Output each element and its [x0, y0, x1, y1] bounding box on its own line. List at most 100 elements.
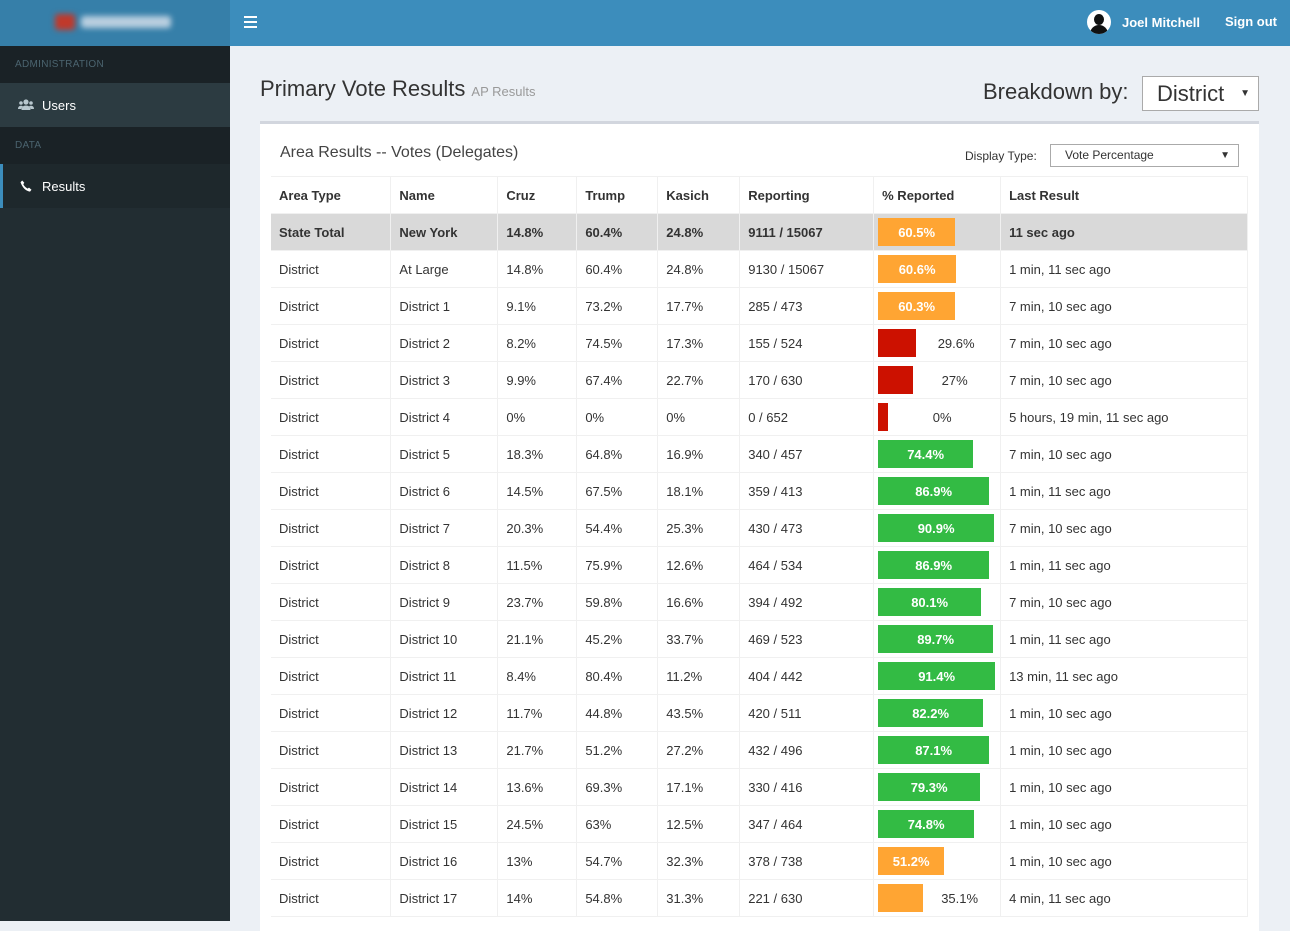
percent-bar [878, 403, 889, 431]
cell-name: District 6 [390, 472, 499, 510]
page-title-text: Primary Vote Results [260, 76, 466, 101]
table-row[interactable]: District District 5 18.3% 64.8% 16.9% 340 / 4… [271, 435, 1248, 473]
sidebar-item-results[interactable]: Results [0, 164, 230, 208]
cell-area: District [271, 287, 392, 325]
cell-name: District 16 [390, 842, 499, 880]
table-row[interactable]: District District 7 20.3% 54.4% 25.3% 430 / 4… [271, 509, 1248, 547]
cell-trump: 75.9% [576, 546, 659, 584]
percent-bar [878, 366, 914, 394]
box-title: Area Results -- Votes (Delegates) [280, 144, 519, 161]
table-row[interactable]: District District 15 24.5% 63% 12.5% 347 / 46… [271, 805, 1248, 843]
cell-percent-reported: 87.1% [873, 731, 1002, 769]
percent-label: 27% [941, 373, 968, 388]
sidebar-item-label: Users [42, 97, 76, 113]
table-row[interactable]: District District 4 0% 0% 0% 0 / 652 0% 5 hours… [271, 398, 1248, 436]
cell-reporting: 285 / 473 [739, 287, 875, 325]
cell-name: District 12 [390, 694, 499, 732]
cell-percent-reported: 60.6% [873, 250, 1002, 288]
cell-cruz: 11.7% [497, 694, 578, 732]
table-row[interactable]: District District 8 11.5% 75.9% 12.6% 464 / 5… [271, 546, 1248, 584]
cell-name: District 11 [390, 657, 499, 695]
percent-bar [878, 588, 982, 616]
cell-percent-reported: 86.9% [873, 546, 1002, 584]
cell-trump: 45.2% [576, 620, 659, 658]
column-header[interactable]: Kasich [657, 176, 741, 214]
table-body: State Total New York 14.8% 60.4% 24.8% 9111 /… [271, 213, 1248, 917]
percent-label: 60.6% [898, 262, 936, 277]
table-row[interactable]: State Total New York 14.8% 60.4% 24.8% 9111 /… [271, 213, 1248, 251]
table-row[interactable]: District District 6 14.5% 67.5% 18.1% 359 / 4… [271, 472, 1248, 510]
table-row[interactable]: District District 16 13% 54.7% 32.3% 378 / 73… [271, 842, 1248, 880]
cell-last-result: 1 min, 10 sec ago [1000, 694, 1248, 732]
user-menu[interactable]: Joel Mitchell [1087, 10, 1200, 34]
cell-name: District 5 [390, 435, 499, 473]
table-row[interactable]: District District 13 21.7% 51.2% 27.2% 432 / … [271, 731, 1248, 769]
percent-bar [878, 810, 975, 838]
table-row[interactable]: District District 10 21.1% 45.2% 33.7% 469 / … [271, 620, 1248, 658]
brand-logo[interactable] [0, 0, 230, 46]
column-header[interactable]: Reporting [739, 176, 875, 214]
cell-kasich: 27.2% [657, 731, 741, 769]
display-type-select[interactable]: Vote Percentage ▼ [1050, 144, 1239, 167]
column-header[interactable]: Area Type [271, 176, 392, 214]
table-row[interactable]: District At Large 14.8% 60.4% 24.8% 9130 / 15… [271, 250, 1248, 288]
cell-kasich: 17.3% [657, 324, 741, 362]
table-row[interactable]: District District 11 8.4% 80.4% 11.2% 404 / 4… [271, 657, 1248, 695]
percent-label: 86.9% [915, 484, 953, 499]
table-row[interactable]: District District 2 8.2% 74.5% 17.3% 155 / 52… [271, 324, 1248, 362]
column-header[interactable]: Trump [576, 176, 659, 214]
breakdown-select[interactable]: District ▼ [1142, 76, 1259, 111]
table-row[interactable]: District District 14 13.6% 69.3% 17.1% 330 / … [271, 768, 1248, 806]
cell-reporting: 347 / 464 [739, 805, 875, 843]
table-row[interactable]: District District 12 11.7% 44.8% 43.5% 420 / … [271, 694, 1248, 732]
cell-cruz: 9.9% [497, 361, 578, 399]
cell-trump: 44.8% [576, 694, 659, 732]
cell-last-result: 1 min, 11 sec ago [1000, 620, 1248, 658]
cell-kasich: 17.1% [657, 768, 741, 806]
logo-image [55, 12, 173, 32]
percent-bar [878, 255, 957, 283]
cell-kasich: 18.1% [657, 472, 741, 510]
cell-percent-reported: 91.4% [873, 657, 1002, 695]
cell-area: District [271, 657, 392, 695]
cell-last-result: 7 min, 10 sec ago [1000, 435, 1248, 473]
cell-kasich: 16.9% [657, 435, 741, 473]
cell-kasich: 16.6% [657, 583, 741, 621]
menu-toggle-icon[interactable] [244, 13, 258, 31]
cell-last-result: 1 min, 10 sec ago [1000, 731, 1248, 769]
cell-trump: 59.8% [576, 583, 659, 621]
cell-reporting: 469 / 523 [739, 620, 875, 658]
results-box: Area Results -- Votes (Delegates) Displa… [260, 121, 1259, 931]
cell-name: New York [390, 213, 499, 251]
sign-out-link[interactable]: Sign out [1225, 14, 1277, 29]
cell-area: District [271, 435, 392, 473]
cell-last-result: 5 hours, 19 min, 11 sec ago [1000, 398, 1248, 436]
column-header[interactable]: Name [390, 176, 499, 214]
cell-area: District [271, 472, 392, 510]
sidebar-item-label: Results [42, 178, 86, 194]
cell-area: District [271, 842, 392, 880]
percent-label: 90.9% [917, 521, 955, 536]
percent-label: 87.1% [915, 743, 953, 758]
cell-name: District 8 [390, 546, 499, 584]
cell-kasich: 33.7% [657, 620, 741, 658]
table-row[interactable]: District District 17 14% 54.8% 31.3% 221 / 63… [271, 879, 1248, 917]
cell-last-result: 7 min, 10 sec ago [1000, 361, 1248, 399]
table-row[interactable]: District District 3 9.9% 67.4% 22.7% 170 / 63… [271, 361, 1248, 399]
sidebar-item-users[interactable]: Users [0, 83, 230, 127]
cell-area: District [271, 583, 392, 621]
cell-reporting: 340 / 457 [739, 435, 875, 473]
column-header[interactable]: % Reported [873, 176, 1002, 214]
cell-trump: 60.4% [576, 250, 659, 288]
cell-cruz: 9.1% [497, 287, 578, 325]
table-row[interactable]: District District 1 9.1% 73.2% 17.7% 285 / 47… [271, 287, 1248, 325]
table-row[interactable]: District District 9 23.7% 59.8% 16.6% 394 / 4… [271, 583, 1248, 621]
column-header[interactable]: Last Result [1000, 176, 1248, 214]
column-header[interactable]: Cruz [497, 176, 578, 214]
caret-down-icon: ▼ [1240, 88, 1250, 99]
cell-kasich: 32.3% [657, 842, 741, 880]
results-table: Area Type Name Cruz Trump Kasich Reporting% R… [271, 176, 1248, 917]
cell-trump: 54.4% [576, 509, 659, 547]
cell-cruz: 0% [497, 398, 578, 436]
cell-last-result: 4 min, 11 sec ago [1000, 879, 1248, 917]
